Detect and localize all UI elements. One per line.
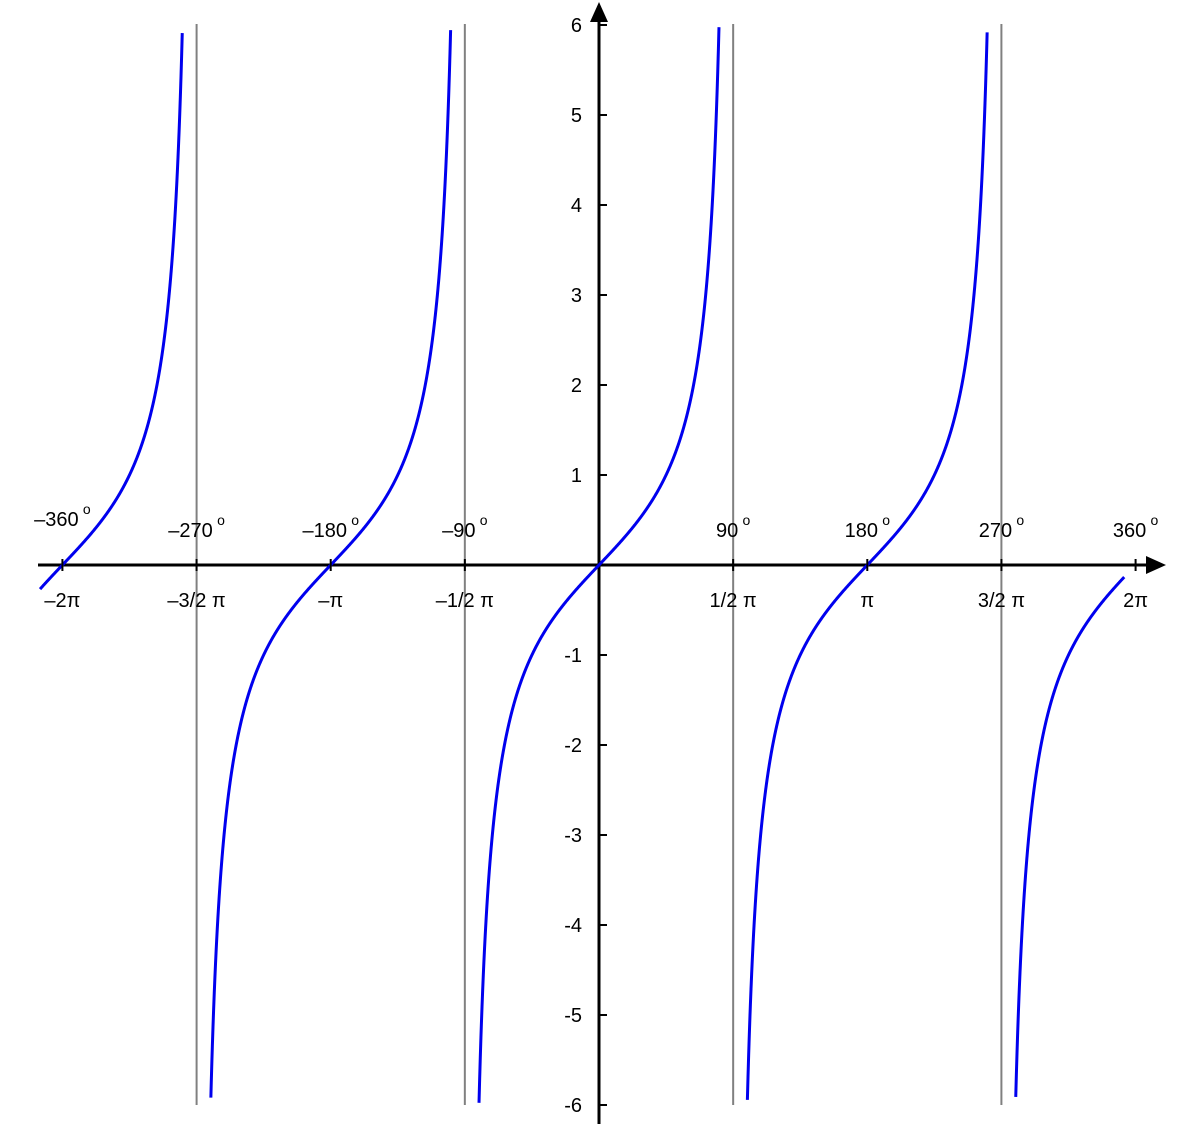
- tangent-series-line: [477, 27, 721, 1103]
- y-tick-label: -6: [564, 1095, 582, 1117]
- x-tick-label-degrees: 90: [716, 520, 738, 542]
- tick-marks: [61, 24, 1137, 1106]
- tangent-series-line: [1014, 576, 1126, 1097]
- x-tick-label-degrees: –180: [302, 520, 347, 542]
- x-tick-label-degrees: –360: [34, 509, 79, 531]
- x-tick-label-radians: –π: [318, 590, 343, 612]
- y-tick-label: -3: [564, 825, 582, 847]
- y-tick-label: 1: [571, 465, 582, 487]
- x-tick-label-radians: –3/2 π: [167, 590, 225, 612]
- degree-symbol: o: [1016, 512, 1024, 528]
- degree-symbol: o: [1150, 512, 1158, 528]
- x-tick-label-degrees: 180: [845, 520, 878, 542]
- y-tick-label: 5: [571, 105, 582, 127]
- x-tick-label-degrees: 360: [1113, 520, 1146, 542]
- y-tick-label: 6: [571, 15, 582, 37]
- x-axis-arrow: [1146, 556, 1166, 574]
- x-tick-label-radians: π: [860, 590, 874, 612]
- y-tick-label: -1: [564, 645, 582, 667]
- x-tick-label-radians: 2π: [1123, 590, 1148, 612]
- x-tick-label-radians: –2π: [44, 590, 80, 612]
- y-tick-label: 3: [571, 285, 582, 307]
- x-tick-label-radians: 3/2 π: [978, 590, 1025, 612]
- degree-symbol: o: [480, 512, 488, 528]
- x-tick-label-degrees: –90: [442, 520, 475, 542]
- degree-symbol: o: [217, 512, 225, 528]
- y-axis-arrow: [590, 2, 608, 22]
- x-tick-label-radians: –1/2 π: [436, 590, 494, 612]
- tick-labels: 6 5 4 3 2 1 -1 -2 -3 -4 -5 -6 –2π –3/2 π –π –1/2 π 1/2 π…: [34, 15, 1158, 1117]
- y-tick-label: -2: [564, 735, 582, 757]
- y-tick-label: 4: [571, 195, 582, 217]
- y-tick-label: 2: [571, 375, 582, 397]
- degree-symbol: o: [742, 512, 750, 528]
- axes: [38, 2, 1166, 1124]
- y-tick-label: -5: [564, 1005, 582, 1027]
- tangent-series-line: [38, 33, 184, 591]
- x-tick-label-degrees: 270: [979, 520, 1012, 542]
- x-tick-label-degrees: –270: [168, 520, 213, 542]
- y-tick-label: -4: [564, 915, 582, 937]
- degree-symbol: o: [83, 501, 91, 517]
- degree-symbol: o: [351, 512, 359, 528]
- x-tick-label-radians: 1/2 π: [710, 590, 757, 612]
- degree-symbol: o: [882, 512, 890, 528]
